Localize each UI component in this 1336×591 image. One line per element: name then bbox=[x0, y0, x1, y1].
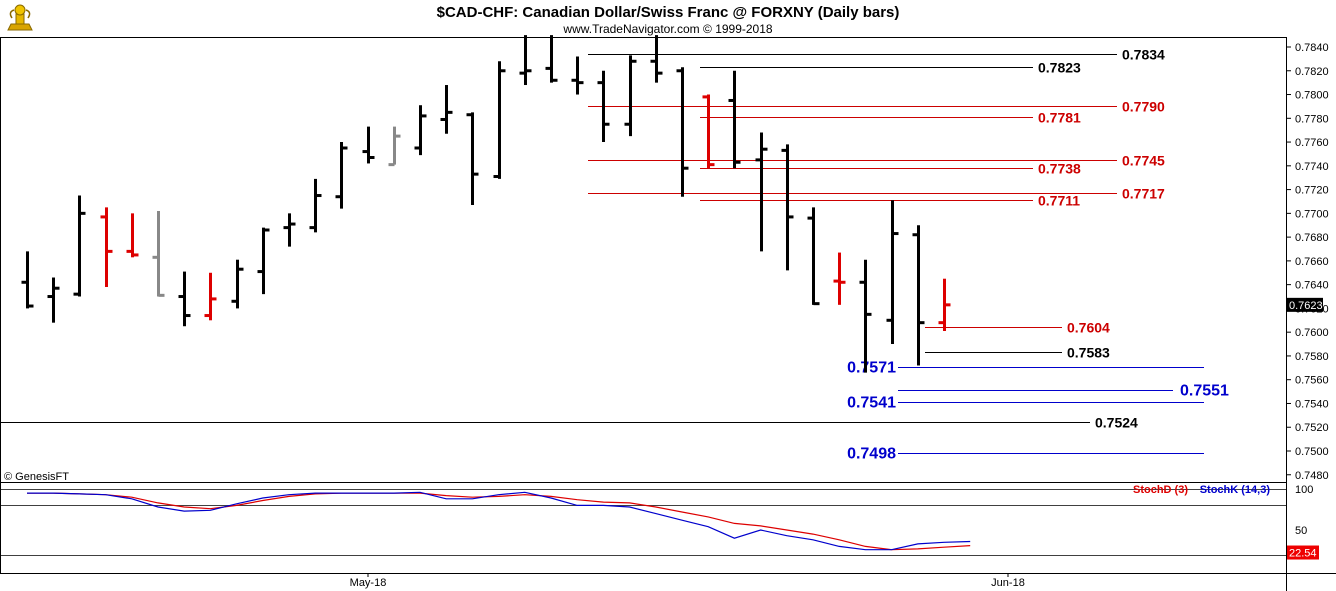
last-price-label: 0.7623 bbox=[1289, 300, 1323, 312]
stoch-series-line bbox=[27, 492, 971, 551]
ohlc-bar bbox=[47, 277, 60, 323]
ohlc-bar bbox=[204, 272, 217, 321]
level-label: 0.7571 bbox=[847, 360, 896, 377]
ohlc-bar bbox=[335, 142, 348, 209]
price-tick-label: 0.7740 bbox=[1295, 161, 1329, 173]
ohlc-bar bbox=[466, 112, 479, 206]
level-label: 0.7738 bbox=[1038, 161, 1081, 177]
logo-icon bbox=[7, 4, 33, 31]
ohlc-bar bbox=[728, 70, 741, 169]
price-tick-label: 0.7540 bbox=[1295, 398, 1329, 410]
watermark-text: © GenesisFT bbox=[4, 471, 69, 483]
ohlc-bar bbox=[859, 259, 872, 373]
price-tick-label: 0.7820 bbox=[1295, 66, 1329, 78]
level-label: 0.7604 bbox=[1067, 320, 1110, 336]
level-label: 0.7711 bbox=[1038, 193, 1080, 209]
ohlc-bar bbox=[597, 70, 610, 143]
ohlc-bar bbox=[519, 35, 532, 86]
price-tick-label: 0.7800 bbox=[1295, 90, 1329, 102]
ohlc-bar bbox=[833, 252, 846, 305]
price-tick-label: 0.7840 bbox=[1295, 42, 1329, 54]
ohlc-bar bbox=[309, 178, 322, 233]
level-label: 0.7583 bbox=[1067, 345, 1110, 361]
level-label: 0.7498 bbox=[847, 446, 896, 463]
price-tick-label: 0.7660 bbox=[1295, 256, 1329, 268]
legend-stochk: StochK (14,3) bbox=[1200, 484, 1271, 496]
price-tick-label: 0.7680 bbox=[1295, 232, 1329, 244]
ohlc-bar bbox=[650, 35, 663, 83]
ohlc-bar bbox=[152, 210, 165, 297]
ohlc-bar bbox=[676, 67, 689, 197]
price-tick-label: 0.7720 bbox=[1295, 185, 1329, 197]
levels-layer: 0.7834 0.7823 0.7790 0.7781 0.7745 0.7738 0.77… bbox=[0, 47, 1229, 463]
ohlc-bar bbox=[938, 278, 951, 331]
ohlc-bar bbox=[388, 126, 401, 167]
level-label: 0.7745 bbox=[1122, 153, 1165, 169]
price-tick-label: 0.7600 bbox=[1295, 327, 1329, 339]
price-tick-label: 0.7700 bbox=[1295, 208, 1329, 220]
ohlc-bar bbox=[807, 207, 820, 306]
bars-layer bbox=[21, 35, 951, 373]
price-tick-label: 0.7560 bbox=[1295, 375, 1329, 387]
level-label: 0.7834 bbox=[1122, 47, 1165, 63]
level-label: 0.7524 bbox=[1095, 415, 1138, 431]
stochastic-panel bbox=[0, 482, 1287, 574]
ohlc-bar bbox=[414, 105, 427, 156]
legend-stochd: StochD (3) bbox=[1133, 484, 1188, 496]
price-tick-label: 0.7520 bbox=[1295, 422, 1329, 434]
ohlc-bar bbox=[493, 61, 506, 179]
stoch-series-line bbox=[27, 491, 971, 551]
ohlc-bar bbox=[100, 207, 113, 288]
ohlc-bar bbox=[283, 213, 296, 247]
stoch-tick-label: 50 bbox=[1295, 525, 1307, 537]
level-label: 0.7541 bbox=[847, 395, 896, 412]
level-label: 0.7790 bbox=[1122, 99, 1165, 115]
ohlc-bar bbox=[21, 251, 34, 309]
ohlc-bar bbox=[73, 195, 86, 297]
ohlc-bar bbox=[624, 55, 637, 137]
price-tick-label: 0.7780 bbox=[1295, 113, 1329, 125]
ohlc-bar bbox=[257, 227, 270, 295]
ohlc-bar bbox=[545, 35, 558, 83]
ohlc-bar bbox=[126, 213, 139, 258]
level-label: 0.7717 bbox=[1122, 186, 1165, 202]
ohlc-bar bbox=[755, 132, 768, 252]
ohlc-bar bbox=[886, 200, 899, 345]
price-tick-label: 0.7580 bbox=[1295, 351, 1329, 363]
level-label: 0.7823 bbox=[1038, 60, 1081, 76]
ohlc-bar bbox=[912, 225, 925, 366]
ohlc-bar bbox=[231, 259, 244, 309]
ohlc-bar bbox=[440, 85, 453, 134]
stoch-tick-label: 100 bbox=[1295, 484, 1313, 496]
price-axis: 0.7840 0.7820 0.7800 0.7780 0.7760 0.7740 0.77… bbox=[1286, 42, 1329, 482]
price-tick-label: 0.7480 bbox=[1295, 470, 1329, 482]
stochastic-layer: 100 50 StochD (3) StochK (14,3) 22.54 bbox=[0, 484, 1319, 560]
ohlc-bar bbox=[702, 94, 715, 169]
last-price-box bbox=[1287, 297, 1323, 312]
time-axis: May-18 Jun-18 bbox=[350, 573, 1025, 589]
price-tick-label: 0.7500 bbox=[1295, 446, 1329, 458]
price-tick-label: 0.7760 bbox=[1295, 137, 1329, 149]
price-panel bbox=[0, 37, 1287, 484]
ohlc-bar bbox=[178, 271, 191, 327]
ohlc-bar bbox=[571, 56, 584, 95]
ohlc-bar bbox=[781, 144, 794, 271]
time-tick-label: Jun-18 bbox=[991, 577, 1025, 589]
price-tick-label: 0.7640 bbox=[1295, 280, 1329, 292]
copyright-text: www.TradeNavigator.com © 1999-2018 bbox=[562, 22, 772, 36]
time-tick-label: May-18 bbox=[350, 577, 387, 589]
level-label: 0.7781 bbox=[1038, 110, 1081, 126]
stoch-last-box bbox=[1287, 545, 1319, 560]
chart-title: $CAD-CHF: Canadian Dollar/Swiss Franc @ … bbox=[437, 4, 900, 21]
level-label: 0.7551 bbox=[1180, 383, 1229, 400]
ohlc-bar bbox=[362, 126, 375, 164]
stoch-last-label: 22.54 bbox=[1289, 548, 1317, 560]
